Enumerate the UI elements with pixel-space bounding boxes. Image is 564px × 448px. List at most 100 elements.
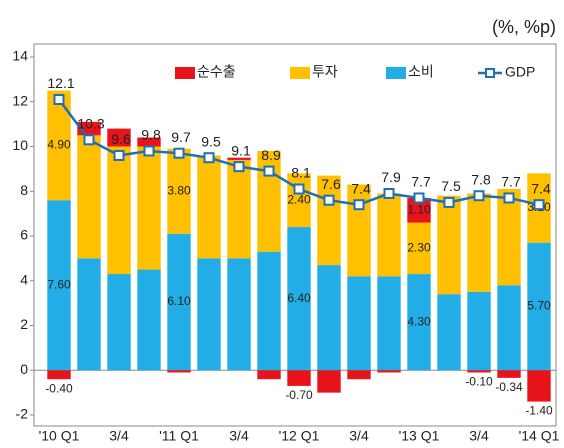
bar-segment — [167, 233, 191, 371]
legend-swatch — [485, 68, 495, 78]
bar-segment — [197, 258, 221, 371]
line-marker — [383, 187, 395, 199]
bar-segment — [467, 193, 491, 292]
bar-segment — [467, 370, 491, 373]
y-tick-label: 8 — [20, 182, 28, 198]
bar-segment — [47, 200, 71, 371]
line-marker — [293, 183, 305, 195]
line-marker — [173, 147, 185, 159]
data-label: 9.1 — [231, 142, 251, 158]
line-marker — [83, 134, 95, 146]
y-tick-label: 0 — [20, 361, 28, 377]
line-marker — [263, 165, 275, 177]
data-label: -0.10 — [465, 375, 493, 389]
bar-segment — [377, 276, 401, 371]
bar-segment — [407, 222, 431, 275]
bar-segment — [497, 370, 521, 378]
bar-segment — [167, 370, 191, 373]
bar-segment — [227, 157, 251, 160]
line-marker — [443, 196, 455, 208]
bar-segment — [287, 227, 311, 371]
data-label: 6.40 — [287, 291, 311, 305]
bar-segment — [77, 135, 101, 259]
bar-segment — [137, 269, 161, 371]
plot-frame — [33, 43, 557, 427]
x-tick-label: '12 Q1 — [279, 428, 320, 444]
data-label: 7.5 — [441, 178, 461, 194]
legend-label: 투자 — [312, 64, 338, 80]
bar-segment — [257, 150, 281, 252]
y-tick-label: 14 — [12, 48, 28, 64]
bar-segment — [347, 276, 371, 371]
data-label: 5.70 — [527, 299, 551, 313]
bar-segment — [107, 128, 131, 147]
data-label: 7.7 — [501, 174, 521, 190]
y-tick-label: 4 — [20, 271, 28, 287]
y-tick-label: 12 — [12, 92, 28, 108]
bar-segment — [437, 294, 461, 371]
bar-segment — [167, 148, 191, 234]
data-label: 9.8 — [141, 127, 161, 143]
legend-swatch — [386, 67, 406, 79]
line-marker — [203, 152, 215, 164]
line-marker — [353, 199, 365, 211]
data-label: 2.30 — [407, 240, 431, 254]
line-marker — [413, 192, 425, 204]
line-marker — [233, 161, 245, 173]
data-label: 7.60 — [47, 277, 71, 291]
bar-segment — [347, 370, 371, 380]
line-marker — [113, 149, 125, 161]
line-marker — [53, 94, 65, 106]
data-label: 12.1 — [47, 75, 74, 91]
data-label: 7.4 — [351, 180, 371, 196]
x-tick-label: 3/4 — [229, 428, 249, 444]
data-label: 6.10 — [167, 294, 191, 308]
bar-segment — [287, 370, 311, 386]
bar-segment — [467, 291, 491, 371]
bar-segment — [497, 189, 521, 286]
data-label: -1.40 — [525, 404, 553, 418]
bar-segment — [137, 137, 161, 147]
unit-label: (%, %p) — [492, 17, 556, 37]
bar-segment — [257, 370, 281, 380]
data-label: 10.3 — [77, 115, 104, 131]
data-label: 7.6 — [321, 176, 341, 192]
line-marker — [503, 192, 515, 204]
y-tick-label: 6 — [20, 227, 28, 243]
bar-segment — [227, 159, 251, 259]
line-marker — [473, 190, 485, 202]
x-tick-label: '11 Q1 — [159, 428, 199, 444]
legend-label: 순수출 — [197, 64, 236, 80]
data-label: 7.8 — [471, 171, 491, 187]
data-label: 3.80 — [167, 183, 191, 197]
bar-segment — [107, 146, 131, 275]
bar-segment — [497, 285, 521, 371]
x-tick-label: 3/4 — [349, 428, 369, 444]
data-label: 9.7 — [171, 129, 191, 145]
line-marker — [143, 145, 155, 157]
bar-segment — [407, 197, 431, 223]
data-label: 4.30 — [407, 314, 431, 328]
x-tick-label: '14 Q1 — [519, 428, 560, 444]
x-tick-label: '13 Q1 — [399, 428, 440, 444]
data-label: 1.10 — [407, 202, 431, 216]
data-label: 4.90 — [47, 138, 71, 152]
data-label: 2.40 — [287, 192, 311, 206]
x-tick-label: 3/4 — [469, 428, 489, 444]
legend-label: 소비 — [408, 64, 434, 80]
bar-segment — [257, 251, 281, 371]
legend-swatch — [175, 67, 195, 79]
bar-segment — [47, 370, 71, 380]
bar-segment — [77, 258, 101, 371]
bar-segment — [47, 90, 71, 201]
data-label: 7.4 — [531, 180, 551, 196]
bar-segment — [107, 274, 131, 371]
bar-segment — [377, 370, 401, 373]
data-label: -0.34 — [495, 380, 523, 394]
x-tick-label: 3/4 — [109, 428, 129, 444]
bar-segment — [227, 258, 251, 371]
bar-segment — [407, 274, 431, 371]
bar-segment — [137, 146, 161, 270]
legend-label: GDP — [505, 64, 535, 80]
